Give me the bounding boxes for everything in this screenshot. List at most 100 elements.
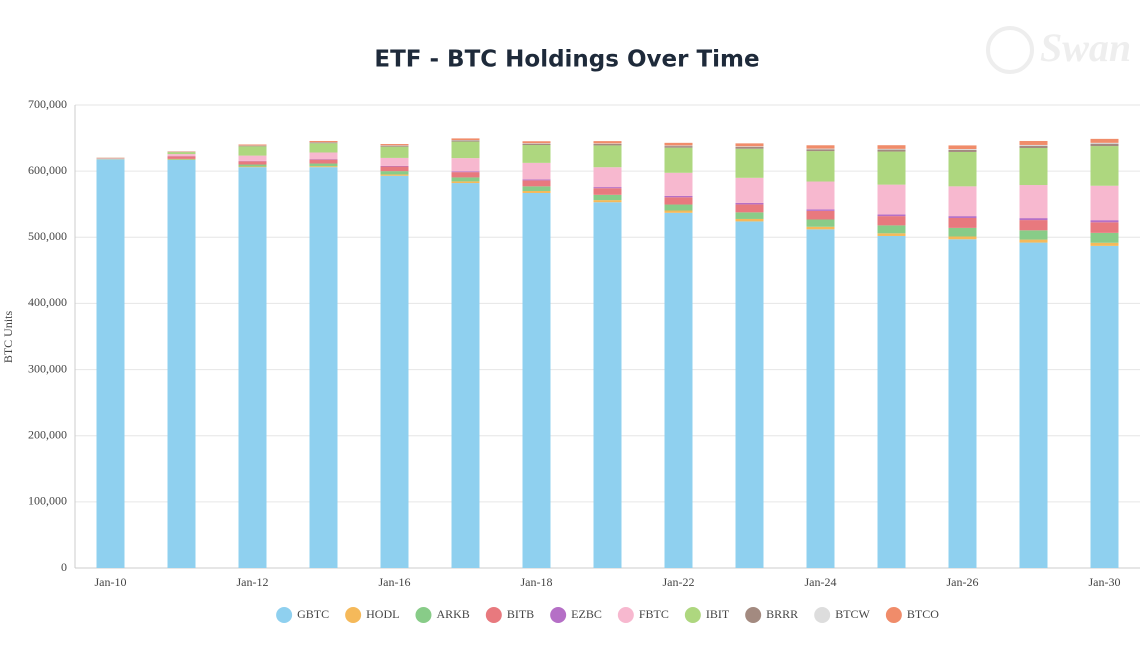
- bar-segment: [664, 210, 693, 213]
- bar-segment: [1019, 144, 1048, 146]
- bar-segment: [522, 141, 551, 144]
- y-tick-label: 400,000: [28, 295, 67, 309]
- y-tick-label: 700,000: [28, 97, 67, 111]
- bar-segment: [735, 148, 764, 178]
- legend-label: IBIT: [706, 607, 730, 621]
- bar-segment: [664, 212, 693, 568]
- bar-segment: [522, 179, 551, 181]
- bar-segment: [948, 216, 977, 218]
- bar-segment: [948, 239, 977, 568]
- bar-segment: [1019, 230, 1048, 240]
- legend-swatch: [814, 607, 831, 623]
- bar-segment: [948, 151, 977, 187]
- bar-segment: [1090, 242, 1119, 246]
- bar-segment: [806, 209, 835, 211]
- bar-segment: [309, 143, 338, 153]
- bar-segment: [735, 143, 764, 147]
- y-tick-label: 0: [61, 560, 67, 574]
- bar-segment: [522, 145, 551, 163]
- legend-label: HODL: [366, 607, 399, 621]
- bar-segment: [735, 212, 764, 219]
- bar-segment: [238, 161, 267, 165]
- bar-segment: [664, 172, 693, 196]
- bar-segment: [380, 171, 409, 175]
- bar-segment: [948, 145, 977, 150]
- legend-label: EZBC: [571, 607, 602, 621]
- bar-segment: [451, 172, 480, 178]
- bar-segment: [167, 159, 196, 569]
- bar-segment: [238, 164, 267, 167]
- bar-segment: [1019, 220, 1048, 231]
- legend-swatch: [345, 607, 362, 623]
- bar-segment: [451, 177, 480, 182]
- bar-segment: [877, 214, 906, 217]
- watermark: Swan: [1040, 25, 1131, 70]
- x-tick-label: Jan-10: [95, 575, 127, 589]
- bar-segment: [96, 159, 125, 569]
- watermark-logo: [986, 26, 1034, 74]
- x-tick-label: Jan-26: [947, 575, 979, 589]
- bar-segment: [1019, 218, 1048, 221]
- bar-segment: [806, 219, 835, 227]
- bar-segment: [167, 152, 196, 155]
- bar-segment: [167, 156, 196, 159]
- bar-segment: [380, 166, 409, 172]
- bar-segment: [1019, 239, 1048, 243]
- x-tick-label: Jan-22: [663, 575, 695, 589]
- bar-segment: [1090, 232, 1119, 243]
- bar-segment: [806, 210, 835, 220]
- bar-segment: [309, 142, 338, 144]
- legend-label: BTCO: [907, 607, 939, 621]
- bar-segment: [238, 167, 267, 568]
- bar-segment: [806, 148, 835, 150]
- bar-segment: [309, 167, 338, 568]
- legend-label: GBTC: [297, 607, 329, 621]
- bar-segment: [522, 180, 551, 187]
- bar-segment: [309, 140, 338, 143]
- bar-segment: [380, 146, 409, 158]
- bar-segment: [1090, 146, 1119, 186]
- bar-segment: [309, 166, 338, 168]
- legend-label: ARKB: [436, 607, 469, 621]
- bar-segment: [1090, 245, 1119, 569]
- bar-segment: [1090, 220, 1119, 223]
- legend-label: BRRR: [766, 607, 798, 621]
- bar-segment: [593, 167, 622, 188]
- bar-segment: [593, 187, 622, 189]
- bar-segment: [1019, 242, 1048, 568]
- x-tick-label: Jan-18: [521, 575, 553, 589]
- bar-segment: [1090, 142, 1119, 144]
- bar-segment: [877, 235, 906, 568]
- bar-segment: [380, 145, 409, 147]
- bar-segment: [451, 181, 480, 184]
- legend-label: FBTC: [639, 607, 669, 621]
- y-tick-label: 500,000: [28, 229, 67, 243]
- bar-segment: [948, 186, 977, 217]
- bar-segment: [664, 146, 693, 148]
- bar-segment: [806, 149, 835, 152]
- bar-segment: [1090, 143, 1119, 147]
- bar-segment: [451, 158, 480, 172]
- legend-label: BTCW: [835, 607, 870, 621]
- legend-swatch: [745, 607, 762, 623]
- bar-segment: [877, 233, 906, 236]
- bar-segment: [948, 236, 977, 240]
- bar-segment: [309, 152, 338, 160]
- bar-segment: [948, 149, 977, 150]
- bar-segment: [948, 149, 977, 152]
- y-tick-label: 200,000: [28, 427, 67, 441]
- bar-segment: [664, 195, 693, 198]
- x-tick-label: Jan-12: [237, 575, 269, 589]
- bar-segment: [735, 218, 764, 222]
- bar-segment: [877, 184, 906, 215]
- bar-segment: [948, 227, 977, 237]
- bar-segment: [735, 146, 764, 148]
- bar-segment: [1019, 145, 1048, 148]
- bar-segment: [735, 204, 764, 213]
- y-tick-label: 300,000: [28, 361, 67, 375]
- bar-segment: [593, 143, 622, 144]
- bar-segment: [877, 148, 906, 150]
- chart-title: ETF - BTC Holdings Over Time: [374, 47, 759, 73]
- bar-segment: [522, 192, 551, 568]
